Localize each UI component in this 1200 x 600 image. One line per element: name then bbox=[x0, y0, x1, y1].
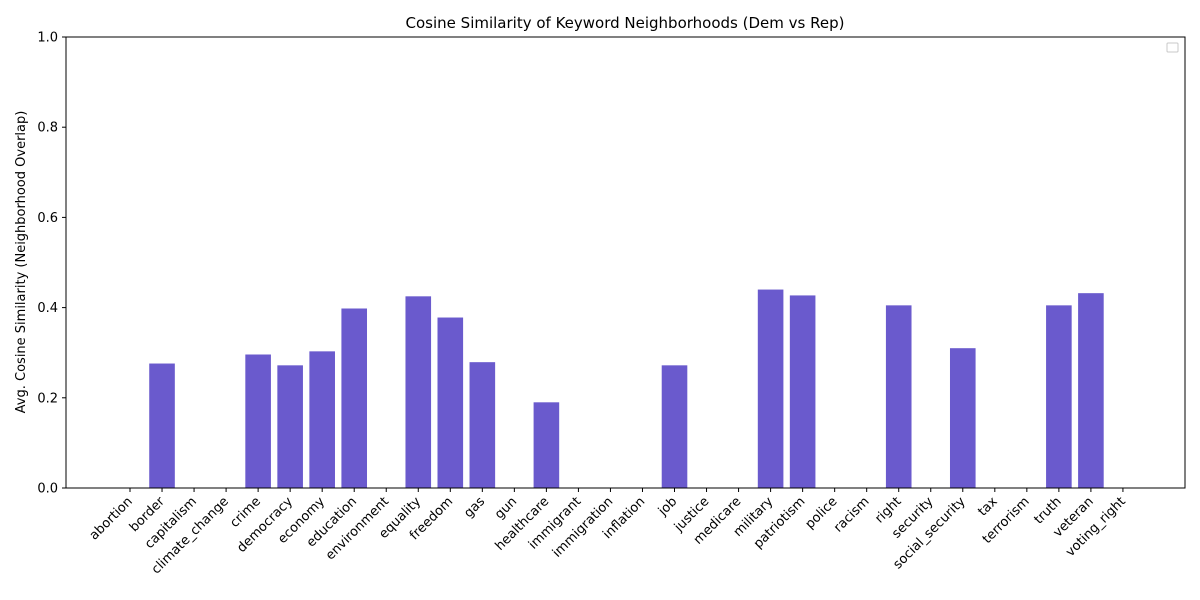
bar-education bbox=[341, 308, 368, 488]
y-axis-label: Avg. Cosine Similarity (Neighborhood Ove… bbox=[14, 111, 29, 414]
x-tick-label: gun bbox=[492, 494, 520, 522]
bar-job bbox=[661, 365, 688, 488]
y-tick-label: 0.6 bbox=[37, 211, 58, 226]
bar-healthcare bbox=[533, 402, 560, 488]
y-tick-label: 0.4 bbox=[37, 301, 58, 316]
y-axis: 0.0 0.2 0.4 0.6 0.8 1.0 bbox=[37, 31, 66, 497]
bar-social_security bbox=[949, 348, 976, 488]
bar-economy bbox=[309, 351, 335, 488]
x-tick-label: racism bbox=[831, 494, 872, 535]
bar-military bbox=[757, 289, 784, 488]
y-tick-label: 0.8 bbox=[37, 121, 58, 136]
x-axis: abortionbordercapitalismclimate_changecr… bbox=[87, 488, 1129, 577]
bar-border bbox=[149, 363, 175, 488]
bar-freedom bbox=[437, 317, 464, 488]
y-tick-label: 0.2 bbox=[37, 391, 58, 406]
bars-group bbox=[149, 289, 1104, 488]
plot-frame bbox=[65, 36, 1186, 489]
y-tick-label: 1.0 bbox=[37, 31, 58, 46]
bar-patriotism bbox=[789, 295, 816, 488]
x-tick-label: tax bbox=[975, 494, 1001, 520]
bar-democracy bbox=[277, 365, 303, 488]
bar-veteran bbox=[1078, 293, 1104, 488]
bar-gas bbox=[469, 362, 496, 488]
chart-title: Cosine Similarity of Keyword Neighborhoo… bbox=[406, 14, 845, 32]
x-tick-label: gas bbox=[461, 494, 488, 521]
x-tick-label: job bbox=[655, 494, 680, 519]
legend-box bbox=[1166, 42, 1179, 53]
bar-equality bbox=[405, 296, 432, 488]
y-tick-label: 0.0 bbox=[37, 482, 58, 497]
bar-truth bbox=[1046, 305, 1072, 488]
x-tick-label: abortion bbox=[87, 494, 136, 543]
bar-right bbox=[885, 305, 912, 488]
bar-crime bbox=[245, 354, 271, 488]
